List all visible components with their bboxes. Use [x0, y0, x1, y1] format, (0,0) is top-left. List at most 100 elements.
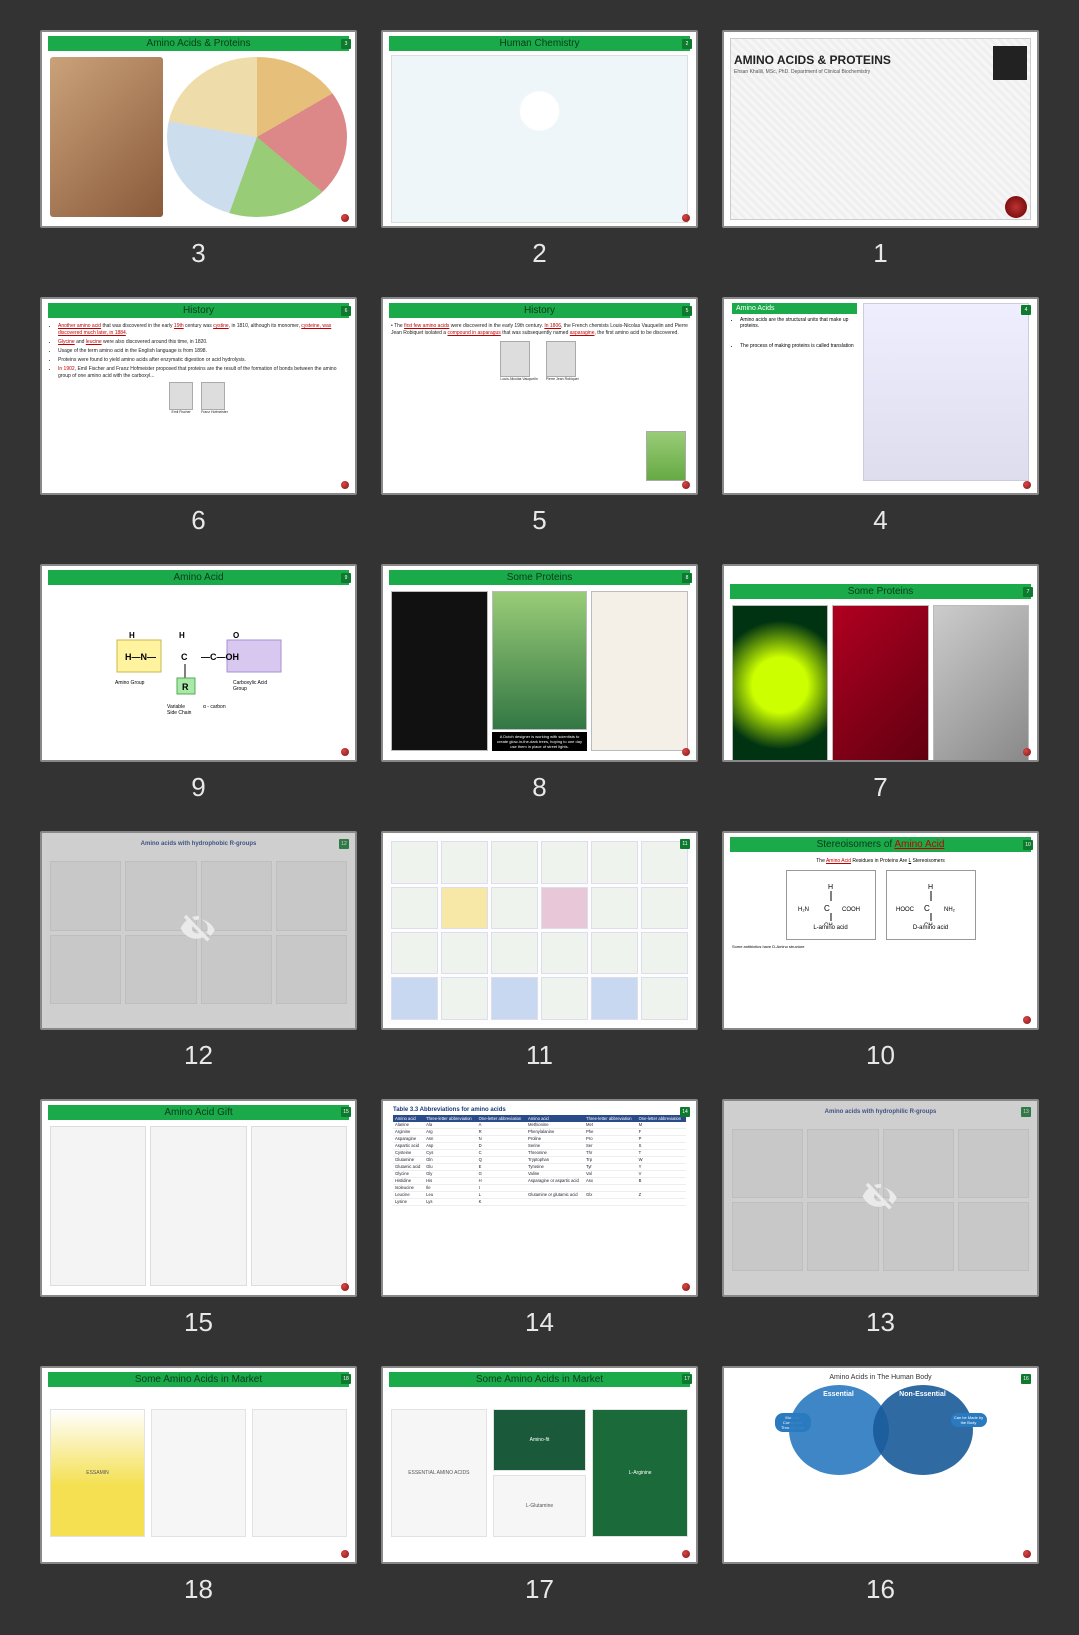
slide-thumb-5[interactable]: History 5 • The first few amino acids we… — [381, 297, 698, 495]
slide-thumb-17[interactable]: Some Amino Acids in Market 17 ESSENTIAL … — [381, 1366, 698, 1564]
jewelry-image-2 — [150, 1126, 246, 1286]
slide-number-15: 15 — [184, 1307, 213, 1338]
svg-text:H: H — [828, 884, 833, 891]
slide-cell-5: History 5 • The first few amino acids we… — [381, 297, 698, 536]
gfp-image — [732, 605, 828, 762]
slide-thumb-4[interactable]: Amino Acids Amino acids are the structur… — [722, 297, 1039, 495]
slide-thumb-11[interactable]: 11 — [381, 831, 698, 1029]
slide-thumb-10[interactable]: Stereoisomers of Amino Acid 10 The Amino… — [722, 831, 1039, 1029]
hydrophobic-grid — [50, 861, 347, 1004]
slide10-title: Stereoisomers of Amino Acid — [817, 839, 945, 850]
nonessential-label: Non-Essential — [899, 1391, 946, 1398]
slide-thumb-12[interactable]: Amino acids with hydrophobic R-groups 12 — [40, 831, 357, 1029]
amino-acid-abbrev-table: Amino acidThree-letter abbreviationOne-l… — [393, 1115, 686, 1206]
page-badge-9: 9 — [341, 573, 351, 583]
nonessential-circle: Non-Essential — [873, 1385, 973, 1475]
slide12-title: Amino acids with hydrophobic R-groups — [50, 841, 347, 847]
slide3-title: Amino Acids & Proteins — [147, 38, 251, 49]
slide-thumb-16[interactable]: 16 Amino Acids in The Human Body Must be… — [722, 1366, 1039, 1564]
slide4-text-col: Amino Acids Amino acids are the structur… — [732, 303, 857, 481]
logo-dot-icon — [1023, 1016, 1031, 1024]
aa-classification-grid — [391, 841, 688, 1019]
page-badge-14: 14 — [680, 1107, 690, 1117]
logo-dot-icon — [341, 1283, 349, 1291]
slide14-body: Table 3.3 Abbreviations for amino acids … — [383, 1101, 696, 1216]
slide5-title-bar: History 5 — [389, 303, 690, 318]
asparagus-image — [646, 431, 686, 481]
slide10-body: The Amino Acid Residues in Proteins Are … — [724, 854, 1037, 953]
slide-thumb-15[interactable]: Amino Acid Gift 15 — [40, 1099, 357, 1297]
page-badge-17: 17 — [682, 1374, 692, 1384]
l-label: L-amino acid — [813, 925, 847, 931]
slide5-portraits: Louis-Nicolas Vauquelin Pierre Jean Robi… — [391, 341, 688, 382]
slide15-images — [42, 1122, 355, 1294]
svg-text:R: R — [182, 682, 189, 692]
slide6-portraits: Emil Fischer Franz Hofmeister — [50, 382, 347, 415]
slide18-title: Some Amino Acids in Market — [135, 1374, 262, 1385]
slide-number-9: 9 — [191, 772, 205, 803]
slide-thumb-7[interactable]: Some Proteins 7 — [722, 564, 1039, 762]
slide3-title-bar: Amino Acids & Proteins 3 — [48, 36, 349, 51]
slide7-title: Some Proteins — [848, 586, 914, 597]
slide-number-14: 14 — [525, 1307, 554, 1338]
slide-thumb-3[interactable]: Amino Acids & Proteins 3 — [40, 30, 357, 228]
tree-image — [492, 591, 587, 730]
stereoisomer-pair: HCH₂NCOOHCH₃ L-amino acid HCHOOCNH₂CH₃ D… — [732, 870, 1029, 940]
slide-thumb-14[interactable]: Table 3.3 Abbreviations for amino acids … — [381, 1099, 698, 1297]
page-badge-4: 4 — [1021, 305, 1031, 315]
jewelry-image-1 — [50, 1126, 146, 1286]
page-badge-6: 6 — [341, 306, 351, 316]
slide13-title: Amino acids with hydrophilic R-groups — [732, 1109, 1029, 1115]
svg-text:—C—OH: —C—OH — [201, 652, 239, 662]
slide-number-17: 17 — [525, 1574, 554, 1605]
slide8-caption: A Dutch designer is working with scienti… — [492, 732, 587, 751]
logo-dot-icon — [341, 1550, 349, 1558]
slide-number-2: 2 — [532, 238, 546, 269]
slide1-subtitle: Ehsan Khalili, MSc, PhD. Department of C… — [734, 69, 987, 75]
slide-thumb-8[interactable]: Some Proteins 8 A Dutch designer is work… — [381, 564, 698, 762]
caption-robiquet: Pierre Jean Robiquet — [546, 377, 579, 382]
slide-number-3: 3 — [191, 238, 205, 269]
slide-cell-8: Some Proteins 8 A Dutch designer is work… — [381, 564, 698, 803]
page-badge-11: 11 — [680, 839, 690, 849]
slide5-text: • The first few amino acids were discove… — [391, 323, 688, 337]
slide6-title: History — [183, 305, 214, 316]
slide-number-4: 4 — [873, 505, 887, 536]
slide-cell-2: Human Chemistry 2 2 — [381, 30, 698, 269]
caption-hofmeister: Franz Hofmeister — [201, 410, 228, 415]
right-pill: Can be Made by the Body — [951, 1413, 987, 1427]
slide17-products: ESSENTIAL AMINO ACIDS Amino-fit L-Glutam… — [383, 1389, 696, 1561]
page-badge-10: 10 — [1023, 840, 1033, 850]
slide-thumb-13[interactable]: Amino acids with hydrophilic R-groups 13 — [722, 1099, 1039, 1297]
slide-thumb-9[interactable]: Amino Acid 9 H H O H—N— C —C—OH R Amino … — [40, 564, 357, 762]
slide-number-16: 16 — [866, 1574, 895, 1605]
slide15-title: Amino Acid Gift — [164, 1107, 232, 1118]
slide8-title-bar: Some Proteins 8 — [389, 570, 690, 585]
slide-grid: AMINO ACIDS & PROTEINS Ehsan Khalili, MS… — [40, 30, 1039, 1605]
slide-thumb-6[interactable]: History 6 Another amino acid that was di… — [40, 297, 357, 495]
slide-cell-16: 16 Amino Acids in The Human Body Must be… — [722, 1366, 1039, 1605]
svg-text:Group: Group — [233, 686, 247, 692]
page-badge-5: 5 — [682, 306, 692, 316]
svg-text:H—N—: H—N— — [125, 652, 156, 662]
slide17-title-bar: Some Amino Acids in Market 17 — [389, 1372, 690, 1387]
slide-number-7: 7 — [873, 772, 887, 803]
slide3-images — [42, 53, 355, 225]
slide-number-6: 6 — [191, 505, 205, 536]
page-badge-12: 12 — [339, 839, 349, 849]
slide-number-13: 13 — [866, 1307, 895, 1338]
product-1: ESSENTIAL AMINO ACIDS — [391, 1409, 487, 1537]
slide-cell-15: Amino Acid Gift 15 15 — [40, 1099, 357, 1338]
slide10-footer: Some antibiotics have D-Amino structure — [732, 944, 1029, 949]
logo-dot-icon — [682, 481, 690, 489]
slide-cell-10: Stereoisomers of Amino Acid 10 The Amino… — [722, 831, 1039, 1070]
slide-thumb-1[interactable]: AMINO ACIDS & PROTEINS Ehsan Khalili, MS… — [722, 30, 1039, 228]
svg-text:NH₂: NH₂ — [944, 907, 956, 913]
slide4-bullet-0: Amino acids are the structural units tha… — [740, 317, 857, 329]
slide-thumb-2[interactable]: Human Chemistry 2 — [381, 30, 698, 228]
slide-cell-13: Amino acids with hydrophilic R-groups 13… — [722, 1099, 1039, 1338]
product-4: L-Arginine — [592, 1409, 688, 1537]
slide15-title-bar: Amino Acid Gift 15 — [48, 1105, 349, 1120]
logo-dot-icon — [682, 1283, 690, 1291]
slide-thumb-18[interactable]: Some Amino Acids in Market 18 ESSAMIN — [40, 1366, 357, 1564]
